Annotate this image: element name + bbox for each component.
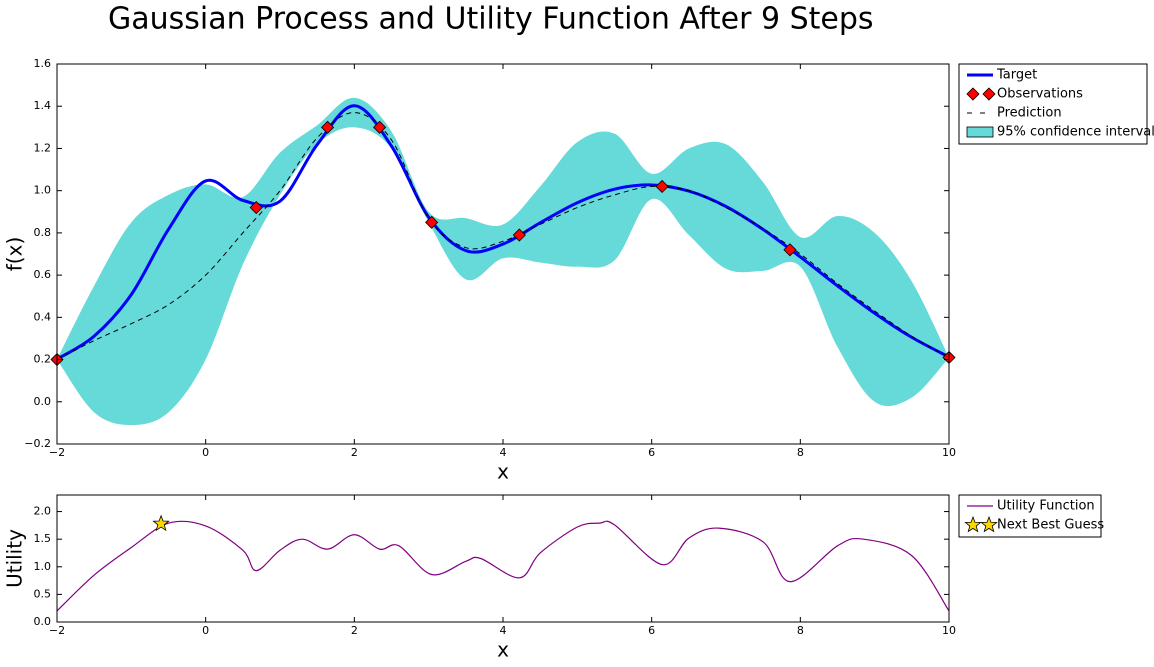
y-tick-label: −0.2 — [24, 437, 51, 450]
x-tick-label: 6 — [648, 446, 655, 459]
y-tick-label: 1.0 — [34, 560, 52, 573]
marker — [655, 179, 669, 194]
marker — [249, 200, 263, 215]
y-axis-label: Utility — [3, 529, 27, 588]
confidence-band — [57, 97, 949, 425]
marker — [373, 120, 387, 134]
x-tick-label: 8 — [797, 624, 804, 637]
y-tick-label: 0.0 — [34, 395, 52, 408]
marker — [512, 228, 526, 242]
y-tick-label: 2.0 — [34, 505, 52, 518]
marker — [152, 514, 170, 532]
y-tick-label: 1.0 — [34, 184, 52, 197]
legend-box — [958, 494, 1102, 538]
x-tick-label: 0 — [202, 624, 209, 637]
y-tick-label: 1.2 — [34, 141, 52, 154]
x-tick-label: −2 — [49, 624, 65, 637]
x-tick-label: 4 — [500, 624, 507, 637]
marker — [783, 243, 797, 257]
chart-title: Gaussian Process and Utility Function Af… — [108, 2, 874, 37]
y-tick-label: 0.5 — [34, 587, 52, 600]
marker — [425, 215, 439, 229]
x-tick-label: 4 — [500, 446, 507, 459]
y-tick-label: 1.6 — [34, 57, 52, 70]
y-axis-label: f(x) — [3, 237, 27, 271]
legend-marker — [966, 87, 980, 101]
x-axis-label: x — [497, 638, 509, 662]
y-tick-label: 1.5 — [34, 532, 52, 545]
x-tick-label: −2 — [49, 446, 65, 459]
plot-area — [57, 520, 949, 612]
x-axis-label: x — [497, 460, 509, 484]
y-tick-label: 0.2 — [34, 353, 52, 366]
marker — [321, 120, 335, 134]
plot-area — [57, 97, 949, 425]
legend-label: 95% confidence interval — [997, 125, 1154, 140]
x-tick-label: 10 — [942, 624, 956, 637]
x-tick-label: 2 — [351, 624, 358, 637]
x-tick-label: 2 — [351, 446, 358, 459]
x-tick-label: 8 — [797, 446, 804, 459]
legend-marker — [982, 87, 996, 101]
series-line — [57, 104, 949, 361]
legend-label: Prediction — [997, 106, 1062, 121]
y-tick-label: 1.4 — [34, 99, 52, 112]
x-tick-label: 0 — [202, 446, 209, 459]
y-tick-label: 0.8 — [34, 226, 52, 239]
y-tick-label: 0.0 — [34, 615, 52, 628]
legend-label: Utility Function — [997, 499, 1095, 514]
series-line — [57, 112, 949, 361]
legend-swatch — [966, 126, 994, 138]
legend-label: Target — [996, 68, 1037, 83]
series-line — [57, 520, 949, 612]
legend-label: Observations — [997, 87, 1083, 102]
legend-marker — [980, 515, 998, 533]
y-tick-label: 0.6 — [34, 268, 52, 281]
x-tick-label: 10 — [942, 446, 956, 459]
y-tick-label: 0.4 — [34, 310, 52, 323]
x-tick-label: 6 — [648, 624, 655, 637]
legend-marker — [964, 515, 982, 533]
legend-label: Next Best Guess — [997, 518, 1104, 533]
